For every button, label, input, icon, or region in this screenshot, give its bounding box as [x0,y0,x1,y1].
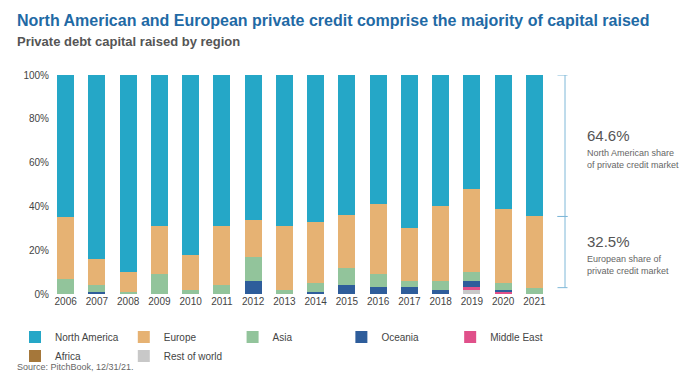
svg-text:2018: 2018 [430,296,453,307]
svg-text:Africa: Africa [55,351,81,362]
svg-text:Private debt capital raised by: Private debt capital raised by region [17,34,240,49]
svg-text:Asia: Asia [273,332,293,343]
svg-text:32.5%: 32.5% [587,233,630,250]
svg-text:2009: 2009 [148,296,171,307]
svg-text:0%: 0% [35,289,50,300]
svg-text:2012: 2012 [242,296,265,307]
svg-text:Europe: Europe [164,332,197,343]
svg-text:Oceania: Oceania [381,332,419,343]
svg-text:North America: North America [55,332,119,343]
svg-text:2014: 2014 [305,296,328,307]
svg-text:2013: 2013 [273,296,296,307]
svg-text:European share ofprivate credi: European share ofprivate credit market [587,254,669,276]
svg-text:2017: 2017 [398,296,421,307]
svg-text:2007: 2007 [86,296,109,307]
svg-text:Source: PitchBook, 12/31/21.: Source: PitchBook, 12/31/21. [17,362,134,372]
svg-text:North American and European pr: North American and European private cred… [17,12,649,29]
svg-text:20%: 20% [29,245,49,256]
svg-text:2011: 2011 [211,296,233,307]
svg-text:Rest of world: Rest of world [164,351,222,362]
svg-text:80%: 80% [29,113,49,124]
svg-text:64.6%: 64.6% [587,127,630,144]
svg-text:2008: 2008 [117,296,140,307]
svg-text:2019: 2019 [461,296,484,307]
svg-text:2021: 2021 [523,296,546,307]
svg-text:Middle East: Middle East [490,332,542,343]
svg-text:100%: 100% [23,70,49,81]
svg-text:2020: 2020 [492,296,515,307]
svg-text:2006: 2006 [55,296,78,307]
svg-text:2016: 2016 [367,296,390,307]
svg-text:40%: 40% [29,201,49,212]
svg-text:60%: 60% [29,157,49,168]
svg-text:2010: 2010 [180,296,203,307]
svg-text:2015: 2015 [336,296,359,307]
svg-text:North American shareof private: North American shareof private credit ma… [587,148,679,170]
